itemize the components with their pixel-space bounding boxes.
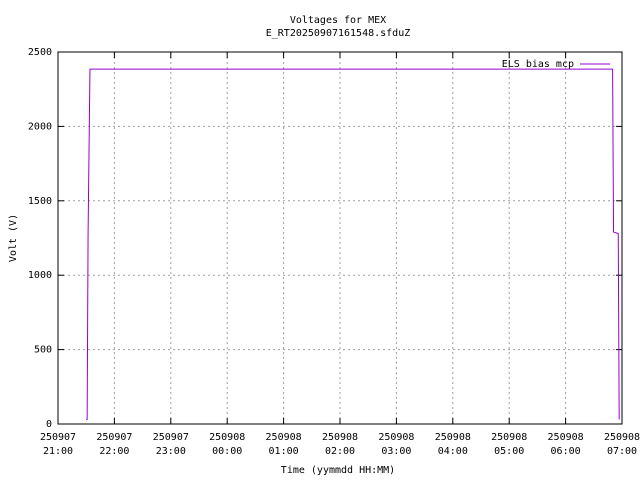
x-tick-label: 22:00 — [99, 446, 129, 457]
legend-label: ELS bias mcp — [502, 59, 574, 70]
x-tick-label: 250908 — [548, 432, 584, 443]
x-tick-label: 06:00 — [551, 446, 581, 457]
y-tick-label: 500 — [34, 345, 52, 356]
x-tick-label: 21:00 — [43, 446, 73, 457]
y-axis-label: Volt (V) — [8, 214, 19, 262]
chart-title: Voltages for MEX — [290, 15, 386, 26]
x-tick-label: 00:00 — [212, 446, 242, 457]
x-tick-label: 250908 — [322, 432, 358, 443]
x-tick-label: 250908 — [378, 432, 414, 443]
x-tick-label: 250907 — [153, 432, 189, 443]
y-tick-label: 1000 — [28, 270, 52, 281]
x-tick-label: 250908 — [604, 432, 640, 443]
y-tick-label: 2000 — [28, 121, 52, 132]
x-tick-label: 250907 — [40, 432, 76, 443]
x-tick-label: 250908 — [209, 432, 245, 443]
y-tick-label: 0 — [46, 419, 52, 430]
x-tick-label: 03:00 — [381, 446, 411, 457]
x-tick-label: 05:00 — [494, 446, 524, 457]
y-tick-label: 1500 — [28, 196, 52, 207]
x-tick-label: 250908 — [435, 432, 471, 443]
data-line — [86, 68, 620, 421]
x-tick-label: 01:00 — [269, 446, 299, 457]
x-tick-label: 23:00 — [156, 446, 186, 457]
x-tick-label: 07:00 — [607, 446, 637, 457]
x-tick-label: 04:00 — [438, 446, 468, 457]
x-tick-label: 250908 — [266, 432, 302, 443]
x-axis-label: Time (yymmdd HH:MM) — [281, 465, 395, 476]
plot-border — [57, 51, 623, 425]
y-tick-label: 2500 — [28, 47, 52, 58]
x-tick-label: 250908 — [491, 432, 527, 443]
x-tick-label: 02:00 — [325, 446, 355, 457]
chart-subtitle: E_RT20250907161548.sfduZ — [266, 28, 411, 39]
x-tick-label: 250907 — [96, 432, 132, 443]
